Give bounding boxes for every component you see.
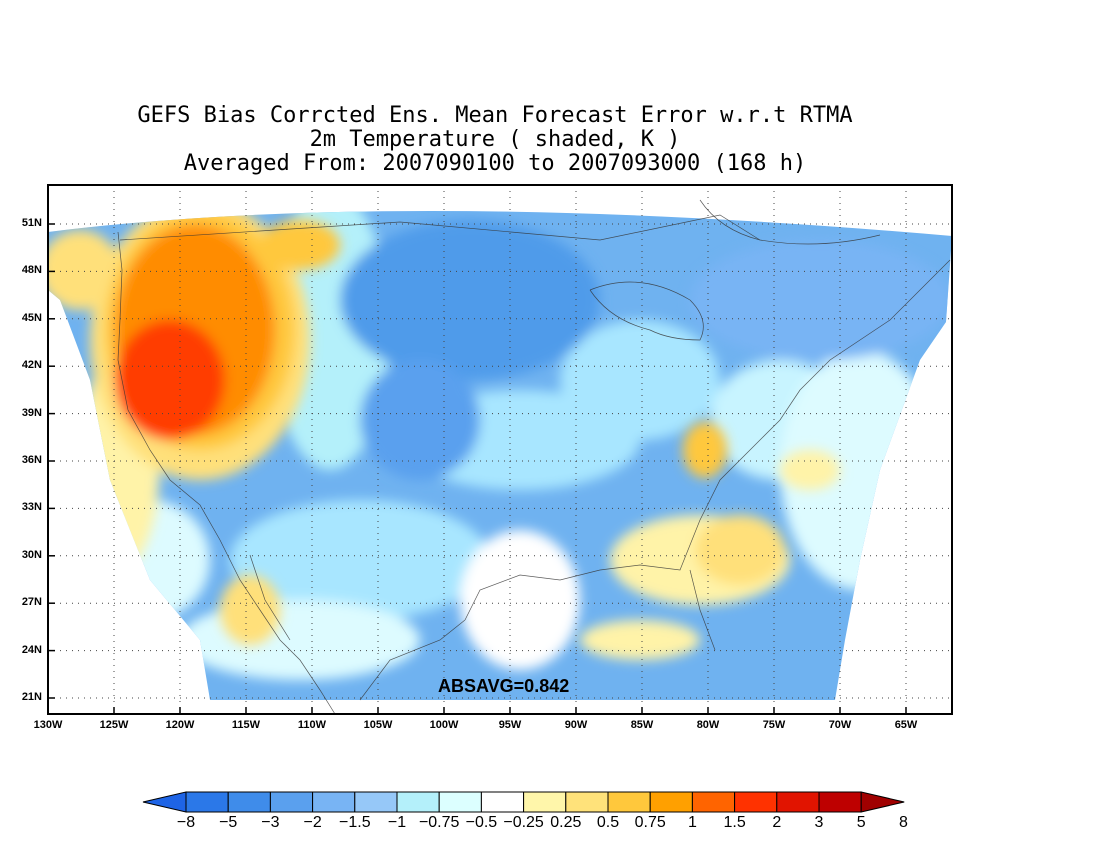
florida-coastline — [689, 569, 716, 651]
warm-area — [260, 220, 340, 270]
pale-warm-area — [580, 620, 700, 660]
colorbar-label: 8 — [898, 814, 908, 831]
colorbar-swatch — [607, 791, 651, 813]
us-canada-border — [119, 214, 761, 241]
colorbar-label: 3 — [814, 814, 824, 831]
colorbar-label: 0.25 — [550, 814, 582, 831]
shaded-field — [48, 199, 952, 714]
light-warm-area — [695, 515, 785, 585]
lat-tick-label: 21N — [21, 691, 42, 703]
neutral-area — [460, 530, 580, 670]
lon-tick-label: 85W — [630, 719, 654, 731]
colorbar-swatch — [734, 791, 778, 813]
lon-tick-label: 80W — [696, 719, 720, 731]
colorbar-swatch — [818, 791, 862, 813]
colorbar-swatch — [438, 791, 482, 813]
colorbar-label: −0.75 — [418, 814, 460, 831]
colorbar-label: 2 — [772, 814, 782, 831]
warm-area — [683, 422, 727, 478]
colorbar-swatch — [354, 791, 398, 813]
lon-tick-label: 105W — [363, 719, 393, 731]
lat-tick-label: 45N — [21, 311, 42, 324]
absavg-label: ABSAVG=0.842 — [438, 676, 570, 696]
title-line-1: GEFS Bias Corrcted Ens. Mean Forecast Er… — [137, 103, 853, 128]
colorbar — [142, 791, 905, 813]
colorbar-left-arrow — [142, 791, 187, 813]
colorbar-right-arrow — [860, 791, 905, 813]
light-warm-area — [220, 575, 280, 645]
title-line-3: Averaged From: 2007090100 to 2007093000 … — [183, 151, 807, 176]
canada-coastline — [699, 199, 881, 245]
lat-tick-label: 24N — [21, 643, 42, 656]
lat-tick-label: 42N — [21, 359, 42, 372]
baja-coastline — [249, 554, 291, 641]
lon-tick-label: 110W — [297, 719, 327, 731]
mid-cool-area — [360, 360, 480, 480]
mexico-coastline — [359, 619, 466, 701]
colorbar-label: 5 — [856, 814, 866, 831]
lat-tick-label: 39N — [21, 406, 42, 419]
lon-tick-label: 95W — [498, 719, 522, 731]
lon-tick-label: 65W — [894, 719, 918, 731]
colorbar-label: 1 — [687, 814, 697, 831]
colorbar-label: −8 — [176, 814, 196, 831]
light-cool-area — [560, 320, 720, 440]
pale-warm-area — [780, 450, 840, 490]
mid-cool-area — [340, 220, 600, 380]
lat-tick-label: 33N — [21, 501, 42, 514]
lon-tick-label: 90W — [564, 719, 588, 731]
lat-tick-label: 51N — [21, 217, 42, 229]
colorbar-label: −1.5 — [339, 814, 371, 831]
colorbar-label: −0.25 — [503, 814, 544, 831]
colorbar-label: 0.75 — [634, 814, 666, 831]
east-coastline — [464, 259, 951, 621]
lon-tick-label: 75W — [762, 719, 786, 731]
colorbar-label: −2 — [303, 814, 322, 831]
colorbar-swatch — [269, 791, 314, 813]
colorbar-swatch — [227, 791, 271, 813]
colorbar-swatch — [480, 791, 525, 813]
lon-tick-label: 125W — [99, 719, 129, 731]
lat-tick-label: 48N — [21, 264, 42, 277]
strong-warm-area — [115, 320, 225, 440]
colorbar-swatch — [691, 791, 736, 813]
colorbar-swatch — [523, 791, 567, 813]
colorbar-swatch — [776, 791, 820, 813]
colorbar-swatch — [312, 791, 356, 813]
lat-tick-label: 36N — [21, 454, 42, 466]
lon-tick-label: 100W — [429, 719, 459, 731]
colorbar-label: 1.5 — [723, 814, 746, 831]
colorbar-label: −3 — [261, 814, 280, 831]
title-line-2: 2m Temperature ( shaded, K ) — [309, 127, 681, 152]
lon-tick-label: 70W — [828, 719, 852, 731]
colorbar-swatch — [185, 791, 229, 813]
colorbar-swatch — [565, 791, 609, 813]
colorbar-label: −5 — [219, 814, 238, 831]
colorbar-swatch — [649, 791, 693, 813]
gridlines — [47, 185, 952, 714]
coastlines — [117, 199, 951, 714]
lon-tick-label: 130W — [33, 719, 63, 731]
light-cool-area — [230, 500, 490, 620]
great-lakes — [589, 281, 704, 341]
colorbar-label: 0.5 — [596, 814, 620, 831]
lon-tick-label: 115W — [231, 719, 261, 731]
lat-tick-label: 30N — [21, 548, 42, 561]
map-frame — [47, 184, 953, 715]
colorbar-swatch — [396, 791, 440, 813]
colorbar-label: −0.5 — [465, 814, 498, 831]
lon-tick-label: 120W — [165, 719, 195, 731]
west-coastline — [117, 231, 336, 714]
cool-area — [690, 240, 950, 360]
colorbar-label: −1 — [387, 814, 407, 831]
lat-tick-label: 27N — [21, 596, 42, 609]
